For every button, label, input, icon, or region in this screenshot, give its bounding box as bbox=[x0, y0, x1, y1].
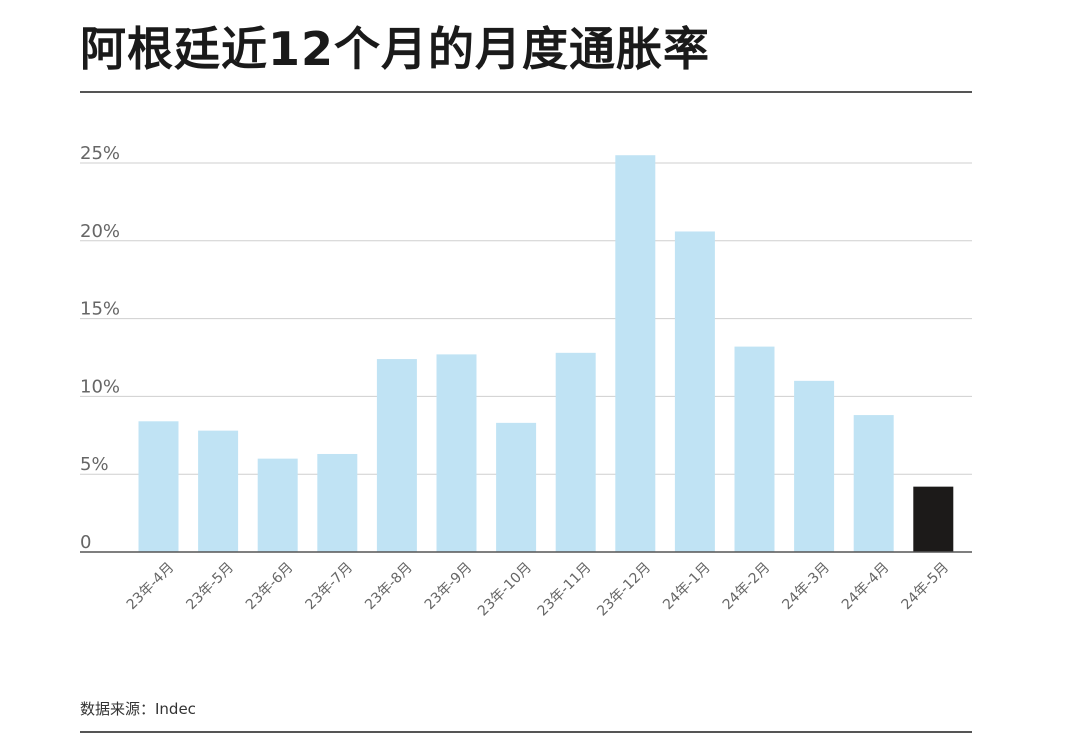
y-tick-label: 5% bbox=[80, 454, 109, 475]
y-tick-label: 0 bbox=[80, 532, 91, 553]
y-tick-label: 10% bbox=[80, 376, 120, 397]
x-tick-label: 23年-8月 bbox=[362, 560, 416, 614]
bar bbox=[376, 359, 417, 552]
source-note: 数据来源：Indec bbox=[80, 700, 196, 718]
bar bbox=[853, 415, 894, 552]
bar bbox=[138, 421, 179, 552]
x-tick-label: 23年-12月 bbox=[594, 560, 654, 620]
x-tick-label: 23年-5月 bbox=[183, 560, 237, 614]
bar bbox=[198, 430, 239, 552]
x-tick-label: 23年-11月 bbox=[535, 560, 595, 620]
x-tick-label: 24年-5月 bbox=[899, 560, 953, 614]
chart-title: 阿根廷近12个月的月度通胀率 bbox=[80, 22, 711, 76]
x-tick-label: 23年-9月 bbox=[422, 560, 476, 614]
bar bbox=[257, 458, 298, 552]
bar bbox=[317, 453, 358, 552]
bar bbox=[794, 380, 835, 552]
x-tick-label: 23年-4月 bbox=[124, 560, 178, 614]
bar bbox=[674, 231, 715, 553]
x-tick-label: 24年-3月 bbox=[779, 560, 833, 614]
y-tick-label: 20% bbox=[80, 221, 120, 242]
title-divider bbox=[80, 91, 972, 93]
bar bbox=[913, 486, 954, 552]
bar bbox=[734, 346, 775, 552]
x-tick-label: 23年-6月 bbox=[243, 560, 297, 614]
bar bbox=[436, 354, 477, 552]
x-tick-label: 23年-7月 bbox=[303, 560, 357, 614]
bar bbox=[555, 352, 596, 552]
y-tick-label: 25% bbox=[80, 143, 120, 164]
bar bbox=[496, 422, 537, 552]
y-tick-label: 15% bbox=[80, 299, 120, 320]
x-tick-label: 23年-10月 bbox=[475, 560, 535, 620]
x-tick-label: 24年-4月 bbox=[839, 560, 893, 614]
x-tick-label: 24年-1月 bbox=[660, 560, 714, 614]
x-tick-label: 24年-2月 bbox=[720, 560, 774, 614]
footer-divider bbox=[80, 731, 972, 733]
bar bbox=[615, 155, 656, 552]
